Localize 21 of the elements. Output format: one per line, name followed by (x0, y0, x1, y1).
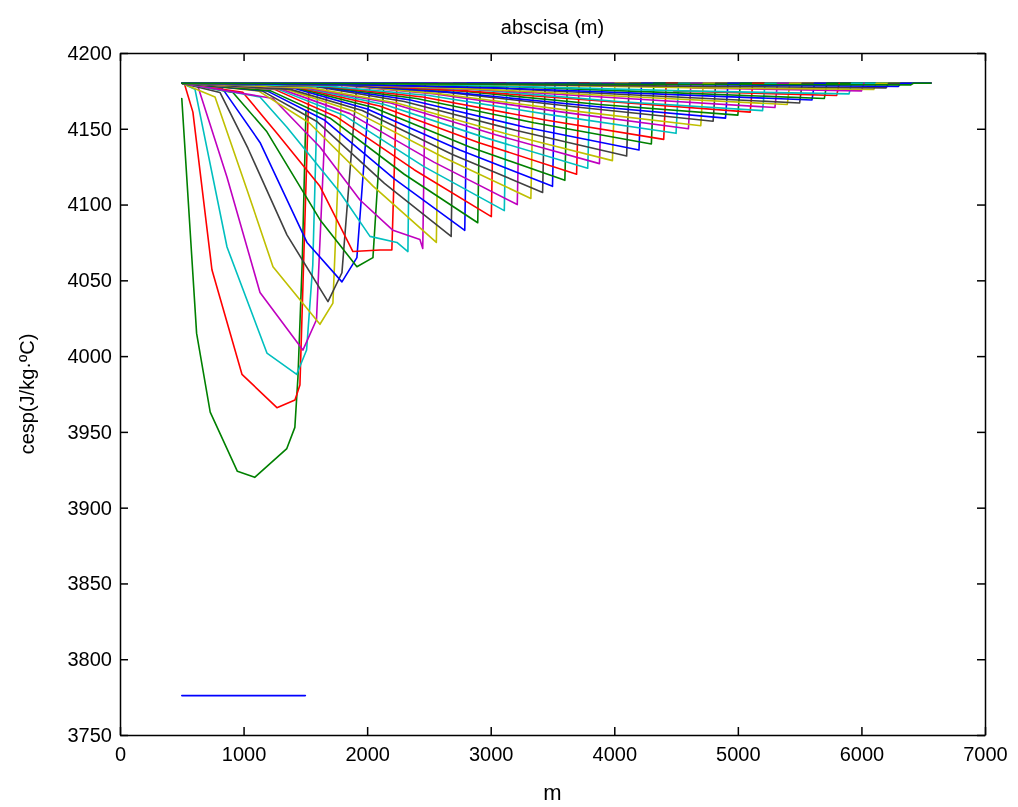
y-tick-label: 4200 (67, 41, 112, 64)
x-tick-label: 6000 (839, 743, 885, 766)
y-tick-label: 4150 (67, 117, 112, 140)
y-tick-label: 4000 (67, 345, 112, 368)
x-tick-label: 4000 (592, 743, 638, 766)
x-tick-label: 3000 (468, 743, 514, 766)
x-tick-label: 5000 (716, 743, 761, 766)
y-tick-label: 3950 (67, 420, 112, 443)
x-tick-label: 2000 (345, 743, 390, 766)
y-tick-label: 3800 (67, 648, 112, 671)
y-tick-label: 4100 (67, 193, 112, 216)
x-axis-title: m (543, 780, 562, 805)
chart-title: abscisa (m) (500, 16, 605, 38)
y-tick-label: 3750 (67, 723, 112, 746)
x-tick-label: 0 (114, 743, 127, 766)
y-tick-label: 3850 (67, 572, 112, 595)
x-tick-label: 1000 (221, 743, 267, 766)
y-axis-title: cesp(J/kg·ºC) (16, 333, 38, 455)
y-tick-label: 4050 (67, 269, 112, 292)
y-tick-label: 3900 (67, 496, 112, 519)
x-tick-label: 7000 (963, 743, 1008, 766)
